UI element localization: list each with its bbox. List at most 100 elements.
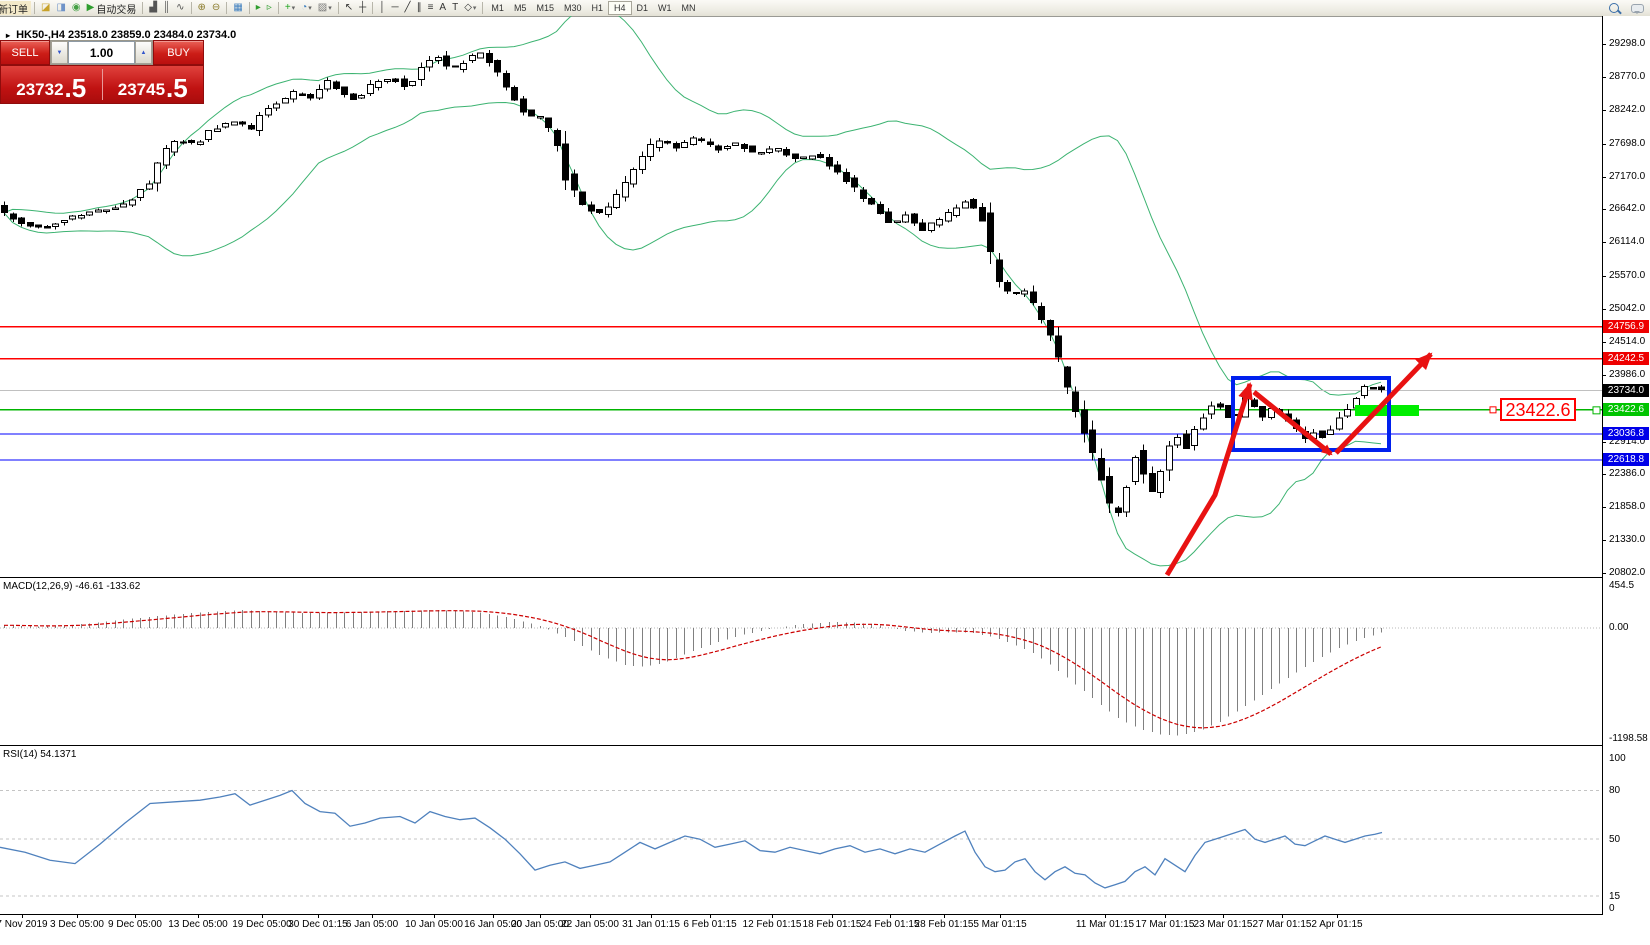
chat-icon[interactable] (1631, 3, 1644, 14)
bid-price[interactable]: 23732 .5 (1, 66, 102, 103)
price-axis[interactable]: 29298.0 28770.0 28242.0 27698.0 27170.0 26642… (1602, 16, 1650, 915)
main-chart-pane[interactable] (0, 16, 1602, 577)
timeframe-m5-button[interactable]: M5 (513, 3, 527, 13)
macd-axis-label: 454.5 (1609, 580, 1635, 591)
signal-button[interactable]: ◉ (69, 1, 84, 15)
time-axis-label: 11 Mar 01:15 (1075, 919, 1135, 930)
chevron-down-icon[interactable]: ▾ (308, 5, 312, 12)
price-tick-mark (1602, 110, 1606, 111)
bid-fraction-digit: .5 (64, 73, 87, 103)
impulse-up-arrow[interactable] (1164, 382, 1253, 577)
price-tick-mark (1602, 540, 1606, 541)
time-tick-mark (1337, 915, 1338, 918)
fibonacci-button[interactable]: ≡ (425, 1, 437, 15)
time-axis-label: 10 Jan 05:00 (405, 919, 463, 930)
periods-button[interactable]: ◔ ▾ (298, 1, 315, 15)
time-axis[interactable]: 7 Nov 2019 3 Dec 05:00 9 Dec 05:00 13 Dec 0… (0, 915, 1650, 945)
horizontal-line-button[interactable]: ─ (388, 1, 401, 15)
cursor-button[interactable]: ↖ (342, 1, 356, 15)
zoom-in-button[interactable]: ⊕ (195, 1, 209, 15)
sell-button[interactable]: SELL (0, 40, 50, 65)
time-tick-mark (493, 915, 494, 918)
time-tick-mark (135, 915, 136, 918)
price-tick-mark (1602, 144, 1606, 145)
timeframe-d1-button[interactable]: D1 (636, 3, 649, 13)
autotrade-button[interactable]: ▶ 自动交易 (84, 1, 140, 16)
publish-button[interactable]: ◨ (53, 1, 68, 15)
breakout-up-arrow[interactable] (1334, 352, 1433, 455)
pane-divider[interactable] (0, 745, 1650, 746)
pane-divider[interactable] (0, 577, 1650, 578)
zoom-out-button[interactable]: ⊖ (209, 1, 223, 15)
time-tick-mark (1282, 915, 1283, 918)
price-tick-mark (1602, 177, 1606, 178)
time-axis-label: 31 Jan 01:15 (622, 919, 680, 930)
indicators-icon: + (284, 2, 291, 13)
crosshair-button[interactable]: ┼ (356, 1, 369, 15)
price-tick-label: 21330.0 (1609, 534, 1646, 545)
line-chart-icon: ∿ (176, 2, 185, 13)
equidistant-channel-icon: ∥ (416, 2, 422, 13)
price-annotation-label[interactable]: 23422.6 (1500, 398, 1576, 421)
price-tick-mark (1602, 573, 1606, 574)
equidistant-channel-button[interactable]: ∥ (414, 1, 425, 15)
timeframe-m15-button[interactable]: M15 (536, 3, 554, 13)
price-tick-mark (1602, 442, 1606, 443)
timeframe-w1-button[interactable]: W1 (658, 3, 672, 13)
chevron-down-icon[interactable]: ▾ (472, 5, 477, 12)
price-tick-mark (1602, 209, 1606, 210)
ask-price[interactable]: 23745 .5 (103, 66, 204, 103)
shapes-button[interactable]: ◇ ▾ (461, 1, 479, 15)
search-icon[interactable] (1609, 3, 1619, 13)
line-chart-button[interactable]: ∿ (173, 1, 187, 15)
price-tick-mark (1602, 474, 1606, 475)
timeframe-h4-button[interactable]: H4 (608, 1, 632, 15)
time-tick-mark (318, 915, 319, 918)
price-tick-label: 24514.0 (1609, 336, 1646, 347)
trendline-icon: ╱ (404, 2, 411, 13)
volume-up-button[interactable]: ▲ (135, 41, 152, 64)
chevron-down-icon[interactable]: ▾ (291, 5, 296, 12)
bar-chart-button[interactable]: ▟ (146, 1, 160, 15)
buy-button[interactable]: BUY (153, 40, 204, 65)
time-tick-mark (22, 915, 23, 918)
text-label-button[interactable]: T (449, 1, 461, 15)
toolbar-separator (277, 2, 279, 14)
pullback-down-arrow[interactable] (1252, 390, 1333, 456)
text-icon: A (439, 2, 447, 13)
time-tick-mark (944, 915, 945, 918)
price-tick-mark (1602, 342, 1606, 343)
pane-divider (0, 914, 1650, 915)
time-tick-mark (77, 915, 78, 918)
time-axis-label: 20 Jan 05:00 (511, 919, 569, 930)
volume-field[interactable]: 1.00 (68, 41, 135, 64)
candlestick-chart-button[interactable]: ║ (160, 1, 173, 15)
vertical-line-button[interactable]: │ (376, 1, 388, 15)
fibonacci-icon: ≡ (427, 2, 434, 13)
trendline-button[interactable]: ╱ (402, 1, 414, 15)
time-tick-mark (1223, 915, 1224, 918)
time-tick-mark (198, 915, 199, 918)
timeframe-h1-button[interactable]: H1 (591, 3, 603, 13)
auto-scroll-button[interactable]: ▸ (253, 1, 264, 15)
timeframe-m1-button[interactable]: M1 (491, 3, 504, 13)
new-order-button[interactable]: 新订单 (0, 1, 31, 16)
chart-shift-button[interactable]: ▹ (264, 1, 275, 15)
chevron-down-icon[interactable]: ▾ (328, 5, 332, 12)
consolidation-box[interactable] (1231, 376, 1391, 452)
chart-symbol: HK50-,H4 (16, 29, 65, 41)
line-anchor-square (1592, 406, 1601, 415)
buy-button-label: BUY (167, 46, 190, 59)
volume-down-button[interactable]: ▼ (51, 41, 68, 64)
rsi-axis-label: 80 (1609, 785, 1621, 796)
price-tick-label: 25042.0 (1609, 303, 1646, 314)
timeframe-mn-button[interactable]: MN (681, 3, 696, 13)
macd-pane[interactable] (0, 578, 1602, 745)
eraser-button[interactable]: ◪ (38, 1, 53, 15)
timeframe-m30-button[interactable]: M30 (563, 3, 582, 13)
rsi-pane[interactable] (0, 746, 1602, 914)
text-button[interactable]: A (436, 1, 449, 15)
templates-button[interactable]: ▨ ▾ (315, 1, 335, 15)
tile-windows-button[interactable]: ▦ (230, 1, 245, 15)
indicators-button[interactable]: + ▾ (282, 1, 298, 15)
